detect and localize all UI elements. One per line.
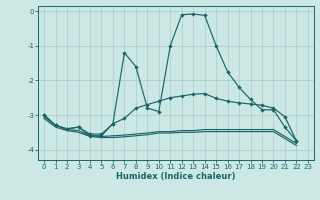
X-axis label: Humidex (Indice chaleur): Humidex (Indice chaleur) bbox=[116, 172, 236, 181]
